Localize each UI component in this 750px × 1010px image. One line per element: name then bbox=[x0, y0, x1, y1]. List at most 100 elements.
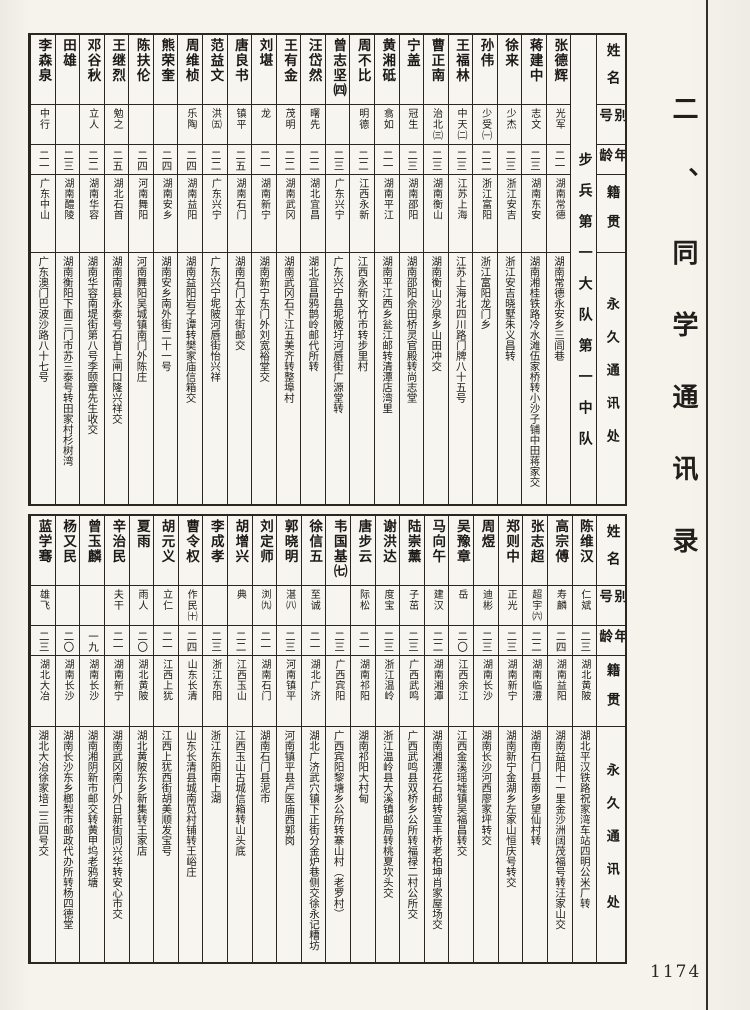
entry-address: 江西永新文竹市转步里村 bbox=[356, 256, 369, 372]
entry-column: 夏雨 雨人 二〇 湖北黄陂 湖北黄陂东乡新集转王家店 bbox=[128, 516, 154, 962]
entry-address: 湖南湘阴新市邮交转黄甲坞老鸦塘 bbox=[86, 730, 99, 888]
entry-native: 江西永新 bbox=[350, 175, 374, 253]
entry-age: 二〇 bbox=[55, 626, 80, 656]
entry-native: 湖南安乡 bbox=[153, 175, 178, 253]
entry-native: 湖南新宁 bbox=[104, 656, 129, 727]
entry-alias: 中天㈡ bbox=[448, 105, 473, 145]
entry-column: 郑则中 正光 二三 湖南新宁 湖南新宁金湖乡左家山恒庆号转交 bbox=[497, 516, 523, 962]
entry-age: 二三 bbox=[522, 145, 546, 175]
entry-column: 王继烈 勉之 二五 湖北石首 湖南南县永泰号石首上闸口隆兴祥交 bbox=[103, 35, 129, 504]
entry-age: 二五 bbox=[227, 145, 252, 175]
entry-name: 陆崇薰 bbox=[400, 516, 424, 586]
entry-alias: 雄飞 bbox=[31, 586, 55, 626]
entry-alias: 志文 bbox=[522, 105, 546, 145]
entry-address: 河南镇平县卢医庙西郭岗 bbox=[283, 730, 296, 846]
entry-address: 湖南石门太平街邮交 bbox=[233, 256, 246, 351]
entry-native: 浙江安吉 bbox=[497, 175, 522, 253]
entry-column: 李成孝 二三 浙江东阳 浙江东阳南上湖 bbox=[202, 516, 227, 962]
header-name: 姓名 bbox=[597, 35, 625, 105]
entry-name: 吴豫章 bbox=[449, 516, 474, 586]
entry-name: 张德辉 bbox=[546, 35, 571, 105]
entry-alias: 龙 bbox=[252, 105, 276, 145]
entry-address: 江西玉山古城信箱转山头底 bbox=[234, 730, 247, 856]
entry-native: 湖南祁阳 bbox=[351, 656, 375, 727]
entry-address: 湖南长沙河西廖家坪转交 bbox=[480, 730, 493, 846]
entry-age: 二三 bbox=[203, 626, 227, 656]
entry-age: 二三 bbox=[498, 626, 523, 656]
entry-address: 湖北广济武穴镇下正街分金炉巷侧交徐永记糟坊 bbox=[307, 730, 320, 951]
entry-column: 辛治民 夫干 二一 湖南新宁 湖南武冈南门外日新街同兴华转安心市交 bbox=[103, 516, 129, 962]
entry-address: 湖南新宁金湖乡左家山恒庆号转交 bbox=[504, 730, 517, 888]
entry-address: 湖南湘潭花石邮转宣丰桥老柏坤肖家屋场交 bbox=[431, 730, 444, 930]
entry-native: 广东兴宁 bbox=[325, 175, 350, 253]
entry-column: 孙伟 少受㈠ 二二 浙江富阳 浙江富阳龙门乡 bbox=[472, 35, 497, 504]
entry-name: 胡增兴 bbox=[228, 516, 252, 586]
entry-alias: 子茁 bbox=[400, 586, 424, 626]
entry-native: 湖北黄陂 bbox=[572, 656, 597, 727]
entry-name: 蓝学骞 bbox=[31, 516, 55, 586]
entry-column: 陆崇薰 子茁 二三 广西武鸣 广西武鸣县双桥乡公所转福禄二村公所交 bbox=[399, 516, 424, 962]
directory-table-continued: 姓名 别号 年龄 籍贯 永久通讯处 陈维汉 仁斌 二三 湖北黄陂 湖北平汉铁路祝家湾车站… bbox=[28, 514, 627, 964]
entry-age: 二三 bbox=[325, 145, 350, 175]
entry-alias bbox=[80, 586, 104, 626]
entry-name: 曾玉麟 bbox=[80, 516, 104, 586]
unit-label-cell: 步兵第一大队第一中队 bbox=[576, 151, 593, 462]
entry-alias: 治北㈢ bbox=[424, 105, 448, 145]
directory-table-company-1: 姓名 别号 年龄 籍贯 永久通讯处 步兵第一大队第一中队 张德辉 光军 二一 湖南常德… bbox=[28, 33, 627, 506]
entry-age: 二三 bbox=[399, 145, 424, 175]
entry-alias: 光军 bbox=[546, 105, 571, 145]
entry-address: 广东兴宁县坭陂圩河唇街广源堂转 bbox=[331, 256, 344, 414]
entry-name: 孙伟 bbox=[473, 35, 497, 105]
entry-address: 湖北宜昌鸦鹊岭邮代所转 bbox=[307, 256, 320, 372]
entry-name: 蒋建中 bbox=[522, 35, 546, 105]
entry-alias bbox=[55, 105, 80, 145]
entry-address: 湖北大冶徐家培二三四号交 bbox=[37, 730, 50, 856]
entry-column: 谢洪达 度宝 二三 浙江温岭 浙江温岭县大溪镇邮局转桃夏坎头交 bbox=[374, 516, 400, 962]
entry-name: 胡元义 bbox=[154, 516, 178, 586]
entry-age: 二四 bbox=[129, 145, 153, 175]
entry-column: 杨又民 二〇 湖南长沙 湖南长沙东乡榔梨市邮政代办所转杨四德堂 bbox=[54, 516, 80, 962]
entry-native: 湖北广济 bbox=[301, 656, 326, 727]
entry-alias: 少受㈠ bbox=[473, 105, 497, 145]
entry-age: 二二 bbox=[523, 626, 547, 656]
entry-name: 马向午 bbox=[424, 516, 449, 586]
entry-column: 马向午 建汉 二二 湖南湘潭 湖南湘潭花石邮转宣丰桥老柏坤肖家屋场交 bbox=[423, 516, 449, 962]
entry-age: 二一 bbox=[546, 145, 571, 175]
entry-native: 浙江富阳 bbox=[473, 175, 497, 253]
entry-alias: 仁斌 bbox=[572, 586, 597, 626]
header-age: 年龄 bbox=[597, 145, 625, 175]
entry-age: 二二 bbox=[228, 626, 252, 656]
entry-column: 周不比 明德 二二 江西永新 江西永新文竹市转步里村 bbox=[349, 35, 374, 504]
entry-alias: 明德 bbox=[350, 105, 374, 145]
entry-native: 广西宾阳 bbox=[326, 656, 351, 727]
entry-address: 广西宾阳黎塘乡公所转寨山村（老罗村） bbox=[332, 730, 345, 919]
entry-name: 曹正南 bbox=[424, 35, 448, 105]
entry-address: 湖南平江西乡瓮江邮转清潭店湾里 bbox=[381, 256, 394, 414]
entry-native: 湖南东安 bbox=[522, 175, 546, 253]
header-name: 姓名 bbox=[597, 516, 625, 586]
entry-age: 二五 bbox=[104, 145, 129, 175]
entry-address: 湖南益阳十一里金沙洲阔茂福号转汪家山交 bbox=[554, 730, 567, 930]
entry-column: 蒋建中 志文 二三 湖南东安 湖南湘桂铁路冷水滩伍家桥转小沙子铺中田蒋家交 bbox=[521, 35, 546, 504]
entry-column: 范益文 洪㈤ 二二 广东兴宁 广东兴宁坭陂河唇街怡兴祥 bbox=[202, 35, 227, 504]
entry-age: 二三 bbox=[448, 145, 473, 175]
entry-name: 辛治民 bbox=[104, 516, 129, 586]
entry-alias: 茂明 bbox=[276, 105, 301, 145]
entry-name: 张志超 bbox=[523, 516, 547, 586]
entry-age: 二三 bbox=[55, 145, 80, 175]
entry-column: 陈维汉 仁斌 二三 湖北黄陂 湖北平汉铁路祝家湾车站四明公米厂转 bbox=[571, 516, 597, 962]
entry-native: 湖南石门 bbox=[252, 656, 277, 727]
entry-native: 江西玉山 bbox=[228, 656, 252, 727]
entry-name: 李森泉 bbox=[31, 35, 55, 105]
entry-column: 张德辉 光军 二一 湖南常德 湖南常德永安乡三闾巷 bbox=[545, 35, 571, 504]
entry-native: 湖北石首 bbox=[104, 175, 129, 253]
entry-alias bbox=[129, 105, 153, 145]
entry-column: 郭晓明 湛㈧ 二三 河南镇平 河南镇平县卢医庙西郭岗 bbox=[276, 516, 301, 962]
entry-native: 湖南临澧 bbox=[523, 656, 547, 727]
entry-native: 湖南常德 bbox=[546, 175, 571, 253]
entry-alias: 岳 bbox=[449, 586, 474, 626]
entry-name: 汪岱然 bbox=[301, 35, 325, 105]
entry-name: 曹令权 bbox=[178, 516, 203, 586]
entry-name: 高宗傅 bbox=[547, 516, 572, 586]
header-age: 年龄 bbox=[597, 626, 625, 656]
